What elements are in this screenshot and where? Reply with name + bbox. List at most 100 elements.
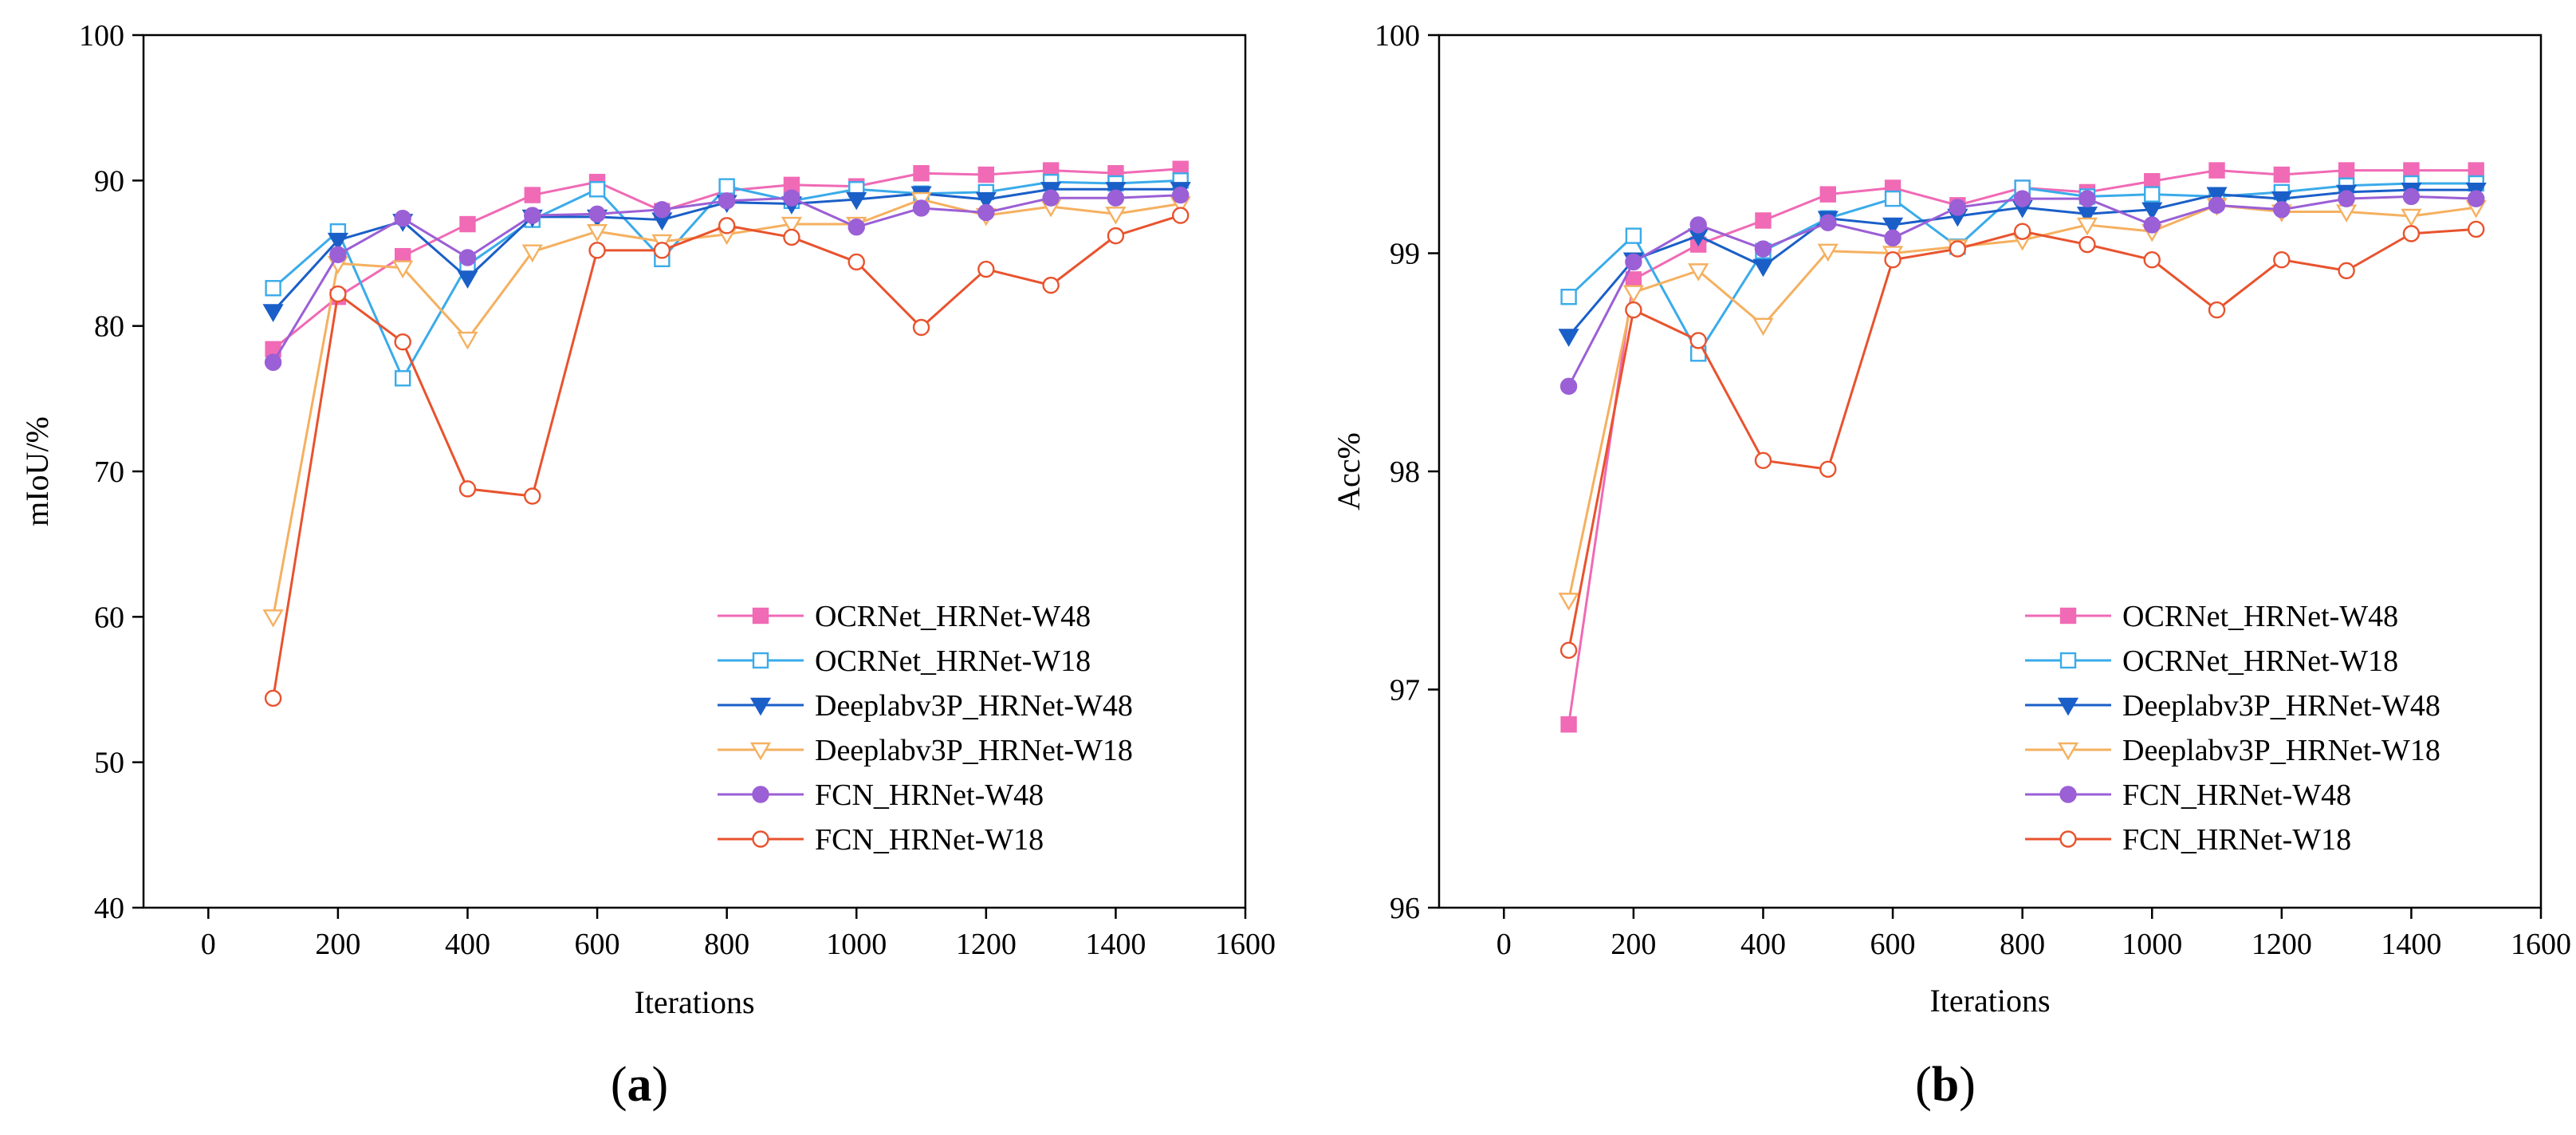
data-point	[718, 192, 736, 210]
y-tick-label: 70	[94, 455, 124, 489]
x-tick-label: 0	[1496, 928, 1512, 961]
legend-marker	[752, 607, 769, 625]
y-tick-label: 100	[1375, 19, 1420, 53]
data-point	[2402, 225, 2421, 242]
legend-label: Deeplabv3P_HRNet-W48	[815, 689, 1133, 723]
data-point	[1107, 227, 1125, 245]
data-point	[329, 246, 347, 264]
data-point	[1625, 227, 1642, 244]
data-point	[1819, 186, 1836, 203]
data-point	[394, 370, 411, 387]
series-FCN_HRNet-W48	[264, 186, 1190, 371]
x-tick-label: 1200	[2252, 928, 2312, 961]
series-FCN_HRNet-W48	[1559, 187, 2485, 396]
data-point	[1819, 214, 1837, 231]
y-axis-title: mIoU/%	[19, 416, 55, 526]
legend-label: FCN_HRNet-W18	[2122, 823, 2351, 857]
legend-label: OCRNet_HRNet-W18	[2122, 644, 2398, 678]
legend-label: Deeplabv3P_HRNet-W48	[2122, 689, 2440, 723]
x-tick-label: 1400	[2381, 928, 2441, 961]
data-point	[1754, 240, 1772, 258]
data-point	[2076, 217, 2098, 236]
data-point	[1754, 451, 1772, 470]
data-point	[459, 215, 476, 233]
data-point	[1752, 258, 1774, 278]
x-tick-label: 0	[201, 928, 216, 961]
x-tick-label: 800	[2000, 928, 2045, 961]
data-point	[977, 203, 995, 222]
data-point	[1688, 263, 1709, 282]
data-point	[1622, 285, 1644, 304]
data-point	[329, 285, 347, 303]
legend-label: FCN_HRNet-W18	[815, 823, 1044, 857]
x-tick-label: 200	[315, 928, 360, 961]
x-tick-label: 1200	[956, 928, 1017, 961]
legend-marker	[749, 742, 772, 761]
data-point	[1558, 593, 1579, 611]
x-tick-label: 1400	[1085, 928, 1146, 961]
data-point	[2013, 190, 2031, 207]
x-tick-label: 800	[704, 928, 749, 961]
data-point	[1625, 271, 1642, 288]
data-point	[2338, 162, 2355, 179]
data-point	[2402, 187, 2421, 206]
data-point	[2143, 216, 2161, 234]
data-point	[913, 165, 930, 182]
series-Deeplabv3P_HRNet-W18	[1558, 198, 2487, 611]
y-tick-label: 50	[94, 747, 124, 780]
legend-label: Deeplabv3P_HRNet-W18	[815, 734, 1133, 767]
data-point	[1819, 460, 1837, 478]
y-tick-label: 60	[94, 601, 124, 634]
data-point	[653, 201, 671, 219]
legend-marker	[752, 830, 769, 848]
x-tick-label: 600	[575, 928, 620, 961]
data-point	[912, 199, 930, 217]
data-point	[783, 189, 800, 207]
data-point	[2208, 162, 2225, 179]
y-axis-title: Acc%	[1331, 432, 1367, 510]
data-point	[1559, 377, 1578, 396]
x-tick-label: 400	[1740, 928, 1786, 961]
x-tick-label: 400	[445, 928, 490, 961]
data-point	[2144, 186, 2161, 203]
data-point	[588, 242, 606, 259]
series-line	[1567, 227, 2476, 651]
data-point	[2208, 301, 2226, 319]
x-tick-label: 200	[1610, 928, 1656, 961]
data-point	[588, 181, 606, 198]
data-point	[1560, 289, 1577, 305]
legend-label: Deeplabv3P_HRNet-W18	[2122, 734, 2440, 767]
data-point	[848, 218, 865, 236]
data-point	[1884, 229, 1902, 247]
data-point	[521, 244, 543, 263]
legend-marker	[2059, 830, 2077, 848]
legend-label: FCN_HRNet-W48	[815, 778, 1044, 812]
data-point	[394, 210, 411, 227]
data-point	[264, 353, 282, 371]
data-point	[2401, 208, 2422, 227]
data-point	[912, 318, 930, 337]
data-point	[458, 480, 477, 498]
data-point	[1884, 190, 1902, 207]
panel-label: (a)	[611, 1058, 668, 1112]
series-FCN_HRNet-W18	[264, 207, 1190, 707]
series-FCN_HRNet-W18	[1559, 220, 2485, 659]
data-point	[783, 228, 800, 246]
y-tick-label: 98	[1390, 455, 1420, 489]
x-axis-title: Iterations	[1929, 983, 2050, 1019]
y-tick-label: 96	[1390, 892, 1420, 925]
data-point	[392, 260, 414, 279]
chart-panel-b: 0 200 400 600 800 1000 1200 1400 1600 96 97 98 99 100…	[1331, 19, 2571, 1112]
legend-marker	[2059, 607, 2077, 625]
data-point	[265, 280, 281, 297]
data-point	[586, 223, 608, 242]
data-point	[264, 689, 282, 707]
y-tick-label: 90	[94, 164, 124, 198]
data-point	[1817, 243, 1839, 262]
data-point	[1689, 332, 1707, 349]
data-point	[1689, 216, 1707, 234]
data-point	[2076, 207, 2098, 225]
data-point	[718, 217, 736, 234]
data-point	[2078, 235, 2096, 254]
legend: OCRNet_HRNet-W48 OCRNet_HRNet-W18 Deeplabv…	[718, 600, 1133, 857]
